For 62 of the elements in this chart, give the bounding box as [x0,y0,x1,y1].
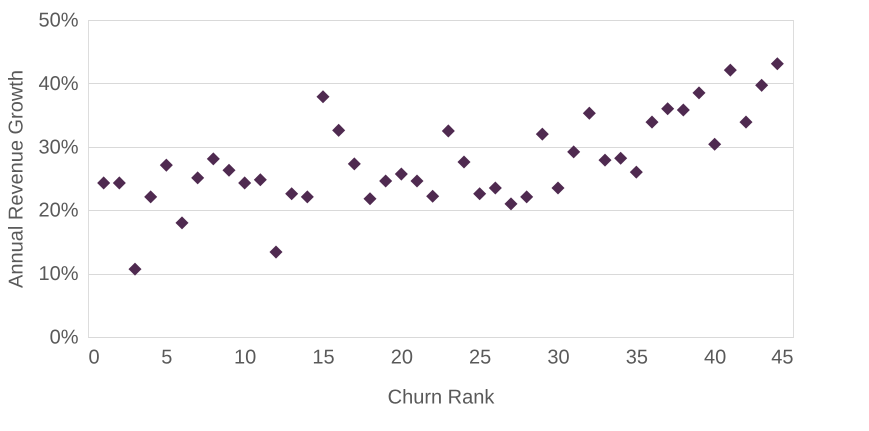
point [770,57,784,70]
point [394,168,408,181]
point [363,192,377,206]
point [755,78,768,92]
point [285,187,298,200]
point [238,176,252,190]
point [160,158,173,172]
point [379,174,392,188]
y-tick-label: 0% [50,326,79,348]
point [97,176,110,190]
point [175,216,189,230]
point [724,64,737,77]
point [191,171,204,184]
point [645,116,659,129]
point [128,262,142,276]
point [426,190,440,203]
x-tick-label: 30 [547,346,570,368]
x-tick-label: 40 [704,346,726,368]
x-tick-label: 10 [234,346,256,368]
x-tick-label: 20 [390,346,413,368]
point [488,181,502,195]
x-tick-label: 35 [626,346,648,368]
point [254,173,267,186]
point [442,124,455,138]
point [112,176,126,190]
point [520,190,534,204]
y-tick-label: 40% [38,72,79,95]
point [348,157,361,170]
y-tick-label: 10% [38,263,79,286]
point [567,145,580,158]
point [630,166,643,179]
point [504,197,518,210]
point [598,154,612,167]
point [316,90,330,104]
point [457,155,471,169]
point [206,152,220,166]
point [661,102,674,116]
point [536,128,549,141]
y-axis-title: Annual Revenue Growth [5,70,28,288]
point [144,190,158,204]
point [300,190,314,204]
x-axis-title: Churn Rank [388,386,496,408]
x-tick-label: 0 [88,346,100,368]
y-tick-label: 20% [38,200,79,222]
y-tick-label: 50% [38,10,79,32]
point [332,124,346,137]
point [582,106,596,120]
x-tick-label: 45 [771,346,794,368]
point [676,104,690,117]
x-tick-label: 25 [469,346,492,368]
point [269,246,283,259]
point [739,116,753,129]
point [692,86,706,100]
x-tick-label: 5 [161,346,172,368]
point [222,164,236,177]
point [614,152,628,165]
point [473,187,486,200]
x-tick-label: 15 [312,346,335,368]
point [708,138,722,151]
y-tick-label: 30% [38,136,79,158]
point [551,181,565,195]
point [410,174,424,188]
